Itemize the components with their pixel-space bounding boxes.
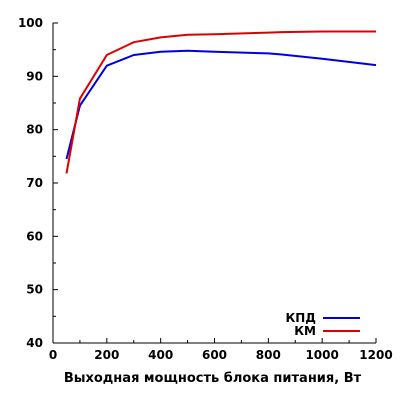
x-axis-title: Выходная мощность блока питания, Вт [64, 371, 362, 386]
series-lines [65, 30, 377, 174]
y-tick-label: 80 [26, 123, 43, 137]
x-tick-label: 1000 [305, 348, 338, 362]
series-line-1 [65, 30, 376, 174]
x-tick-label: 1200 [359, 348, 392, 362]
x-tick-label: 200 [94, 348, 119, 362]
x-tick-label: 0 [49, 348, 57, 362]
y-tick-label: 40 [26, 336, 43, 350]
x-tick-labels: 0 200 400 600 800 1000 1200 [49, 348, 393, 362]
x-tick-label: 400 [148, 348, 173, 362]
legend-label: КМ [294, 324, 316, 338]
tick-marks [52, 22, 377, 344]
series-line-0 [65, 49, 377, 160]
y-tick-labels: 40 50 60 70 80 90 100 [18, 16, 43, 350]
y-tick-label: 90 [26, 69, 43, 83]
legend-label: КПД [285, 311, 316, 325]
axes [52, 23, 376, 344]
y-tick-label: 70 [26, 176, 43, 190]
y-tick-label: 100 [18, 16, 43, 30]
x-tick-label: 600 [202, 348, 227, 362]
y-tick-label: 60 [26, 229, 43, 243]
y-tick-label: 50 [26, 283, 43, 297]
x-tick-label: 800 [256, 348, 281, 362]
